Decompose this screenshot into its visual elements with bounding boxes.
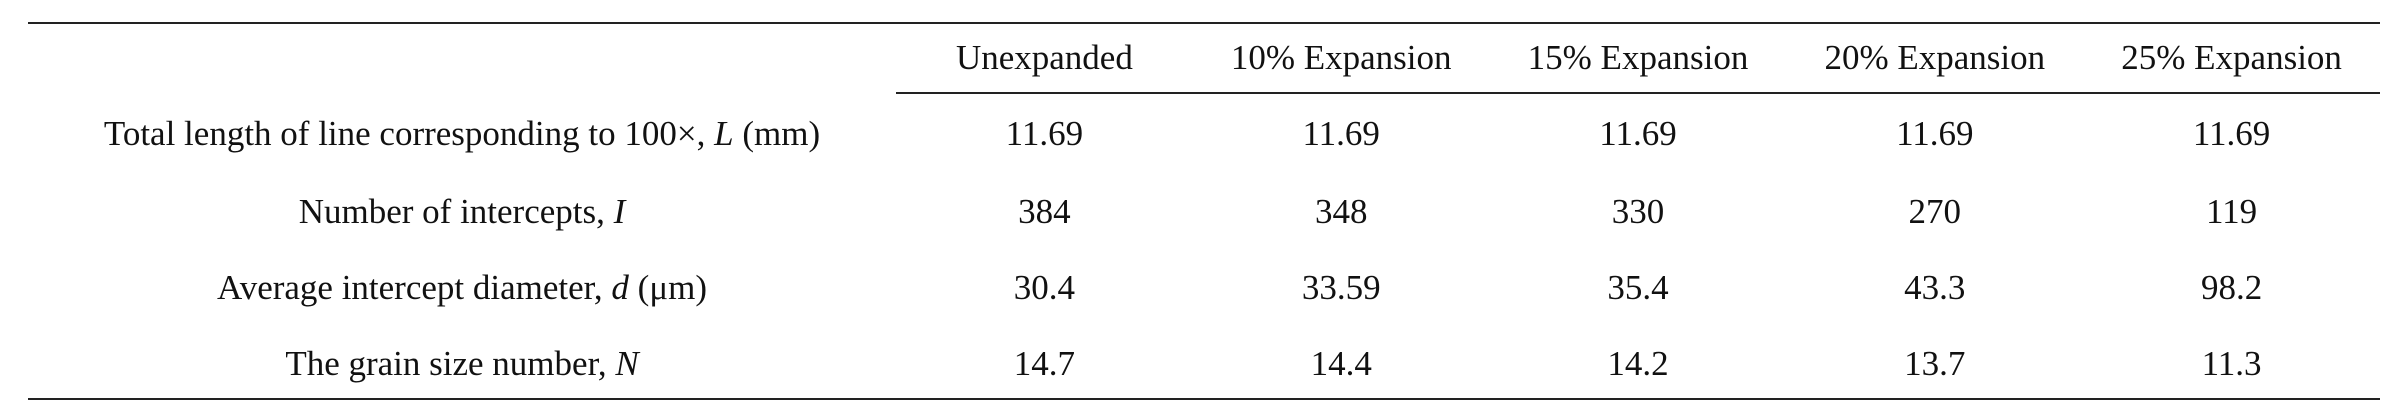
table-cell: 43.3 xyxy=(1904,268,1966,307)
table-cell: 11.69 xyxy=(1005,114,1084,153)
row-label-text: Number of intercepts, xyxy=(298,192,614,231)
table-cell: 14.2 xyxy=(1607,344,1669,383)
table-cell: 13.7 xyxy=(1904,344,1966,383)
data-table: Unexpanded 10% Expansion 15% Expansion 2… xyxy=(28,22,2380,402)
table-row: The grain size number, N 14.7 14.4 14.2 … xyxy=(28,326,2380,402)
table-cell: 11.69 xyxy=(1896,114,1974,153)
header-25-expansion: 25% Expansion xyxy=(2121,38,2342,77)
table-cell: 30.4 xyxy=(1013,268,1076,307)
table-cell: 11.69 xyxy=(2192,114,2271,153)
table-cell: 14.4 xyxy=(1310,344,1372,383)
header-10-expansion: 10% Expansion xyxy=(1230,38,1452,77)
table-cell: 270 xyxy=(1908,192,1962,231)
table-cell: 33.59 xyxy=(1301,268,1381,307)
header-20-expansion: 20% Expansion xyxy=(1824,38,2046,77)
header-unexpanded: Unexpanded xyxy=(955,38,1133,77)
row-label-intercepts: Number of intercepts, I xyxy=(28,174,896,250)
row-label-text: The grain size number, xyxy=(285,344,616,383)
row-label-text: Total length of line corresponding to 10… xyxy=(103,114,715,153)
header-corner-cell xyxy=(28,22,896,94)
table-cell: 11.69 xyxy=(1302,114,1380,153)
row-label-intercept-diameter: Average intercept diameter, d (μm) xyxy=(28,250,896,326)
header-15-expansion: 15% Expansion xyxy=(1527,38,1749,77)
table-row: Number of intercepts, I 384 348 330 270 … xyxy=(28,174,2380,250)
table-cell: 14.7 xyxy=(1013,344,1076,383)
table-cell: 11.69 xyxy=(1599,114,1677,153)
table-cell: 119 xyxy=(2205,192,2258,231)
table-cell: 330 xyxy=(1611,192,1665,231)
table-cell: 35.4 xyxy=(1607,268,1669,307)
row-label-variable: L xyxy=(714,114,734,153)
row-label-text: Average intercept diameter, xyxy=(217,268,612,307)
table-row: Average intercept diameter, d (μm) 30.4 … xyxy=(28,250,2380,326)
row-label-grain-size: The grain size number, N xyxy=(28,326,896,402)
row-label-total-length: Total length of line corresponding to 10… xyxy=(28,94,896,174)
row-label-unit: (μm) xyxy=(628,268,707,307)
table-top-rule xyxy=(28,22,2380,24)
table-cell: 384 xyxy=(1018,192,1071,231)
table-bottom-rule xyxy=(28,398,2380,400)
table-cell: 11.3 xyxy=(2201,344,2262,383)
row-label-variable: N xyxy=(615,344,639,383)
table-header-rule xyxy=(896,92,2380,94)
table-header-row: Unexpanded 10% Expansion 15% Expansion 2… xyxy=(28,22,2380,94)
row-label-variable: d xyxy=(611,268,629,307)
table-row: Total length of line corresponding to 10… xyxy=(28,94,2380,174)
table-cell: 98.2 xyxy=(2200,268,2263,307)
row-label-unit: (mm) xyxy=(733,114,821,153)
table-cell: 348 xyxy=(1314,192,1368,231)
row-label-variable: I xyxy=(613,192,626,231)
